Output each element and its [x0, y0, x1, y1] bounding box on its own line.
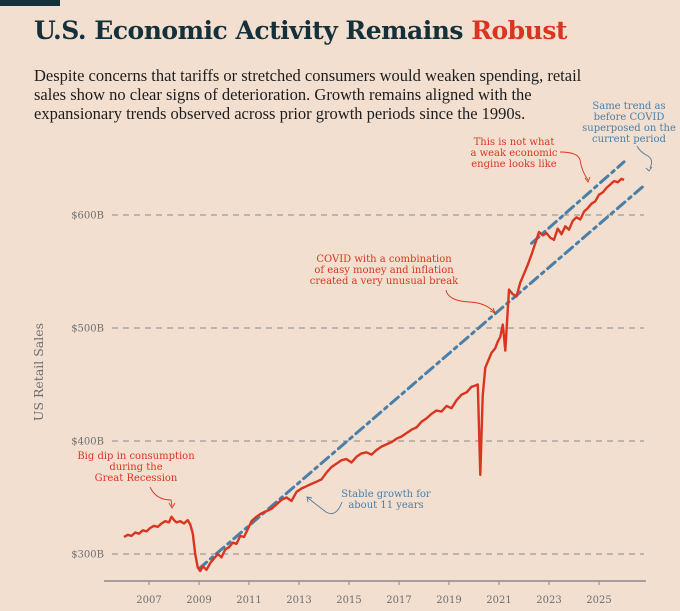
annotation-sametrend-line: current period — [592, 134, 666, 145]
annotation-engine-line: engine looks like — [471, 159, 557, 170]
arrowhead-icon — [645, 166, 653, 172]
arrowhead-icon — [584, 176, 591, 183]
annotation-covid-arrow — [445, 289, 495, 313]
annotation-engine-arrow — [559, 151, 589, 181]
annotation-engine-line: a weak economic — [470, 148, 557, 159]
arrowhead-icon — [168, 502, 176, 509]
arrowhead-icon — [306, 496, 313, 503]
x-tick-label: 2025 — [586, 595, 611, 606]
x-tick-label: 2015 — [336, 595, 361, 606]
page-title: U.S. Economic Activity Remains Robust — [34, 16, 567, 45]
annotation-stable-arrow — [307, 497, 343, 515]
y-tick-label: $500B — [71, 324, 104, 335]
y-tick-labels: $300B $400B $500B $600B — [71, 211, 104, 561]
annotation-covid-line: COVID with a combination — [316, 254, 452, 265]
title-accent: Robust — [471, 16, 567, 45]
y-tick-label: $300B — [71, 550, 104, 561]
y-tick-label: $600B — [71, 211, 104, 222]
x-tick-label: 2023 — [536, 595, 561, 606]
annotation-stable: Stable growth for about 11 years — [306, 489, 431, 515]
annotation-sametrend-line: Same trend as — [592, 101, 665, 112]
annotation-sametrend-arrow — [636, 145, 653, 169]
annotation-covid: COVID with a combination of easy money a… — [310, 254, 496, 314]
x-tick-label: 2011 — [236, 595, 261, 606]
x-tick-label: 2021 — [486, 595, 511, 606]
x-tick-label: 2013 — [286, 595, 311, 606]
trend-lines — [197, 160, 646, 571]
annotation-recession: Big dip in consumption during the Great … — [77, 451, 195, 509]
annotations: Big dip in consumption during the Great … — [77, 101, 676, 515]
annotation-sametrend-line: before COVID — [594, 112, 665, 123]
trend-line — [530, 160, 626, 245]
annotation-recession-arrow — [149, 486, 173, 507]
retail-sales-line — [123, 177, 625, 573]
annotation-recession-line: Great Recession — [95, 473, 178, 484]
annotation-sametrend-line: superposed on the — [582, 123, 676, 134]
data-series — [123, 177, 625, 573]
annotation-engine: This is not what a weak economic engine … — [470, 137, 591, 183]
annotation-stable-line: about 11 years — [348, 500, 423, 511]
annotation-covid-line: of easy money and inflation — [314, 265, 454, 276]
annotation-recession-line: Big dip in consumption — [77, 451, 195, 462]
annotation-stable-line: Stable growth for — [341, 489, 431, 500]
x-ticks: 2007 2009 2011 2013 2015 2017 2019 2021 2023 2025 — [136, 581, 612, 606]
brand-bar — [0, 0, 60, 6]
y-tick-label: $400B — [71, 437, 104, 448]
trend-line — [197, 184, 646, 571]
arrowhead-icon — [489, 307, 496, 314]
x-tick-label: 2019 — [436, 595, 461, 606]
annotation-covid-line: created a very unusual break — [310, 276, 459, 287]
x-tick-label: 2017 — [386, 595, 411, 606]
subtitle: Despite concerns that tariffs or stretch… — [34, 66, 582, 123]
x-tick-label: 2007 — [136, 595, 161, 606]
annotation-sametrend: Same trend as before COVID superposed on… — [582, 101, 676, 172]
gridlines — [112, 214, 644, 555]
annotation-engine-line: This is not what — [474, 137, 555, 148]
annotation-recession-line: during the — [109, 462, 162, 473]
title-main: U.S. Economic Activity Remains — [34, 16, 472, 45]
y-axis-label: US Retail Sales — [31, 323, 46, 421]
x-tick-label: 2009 — [186, 595, 211, 606]
